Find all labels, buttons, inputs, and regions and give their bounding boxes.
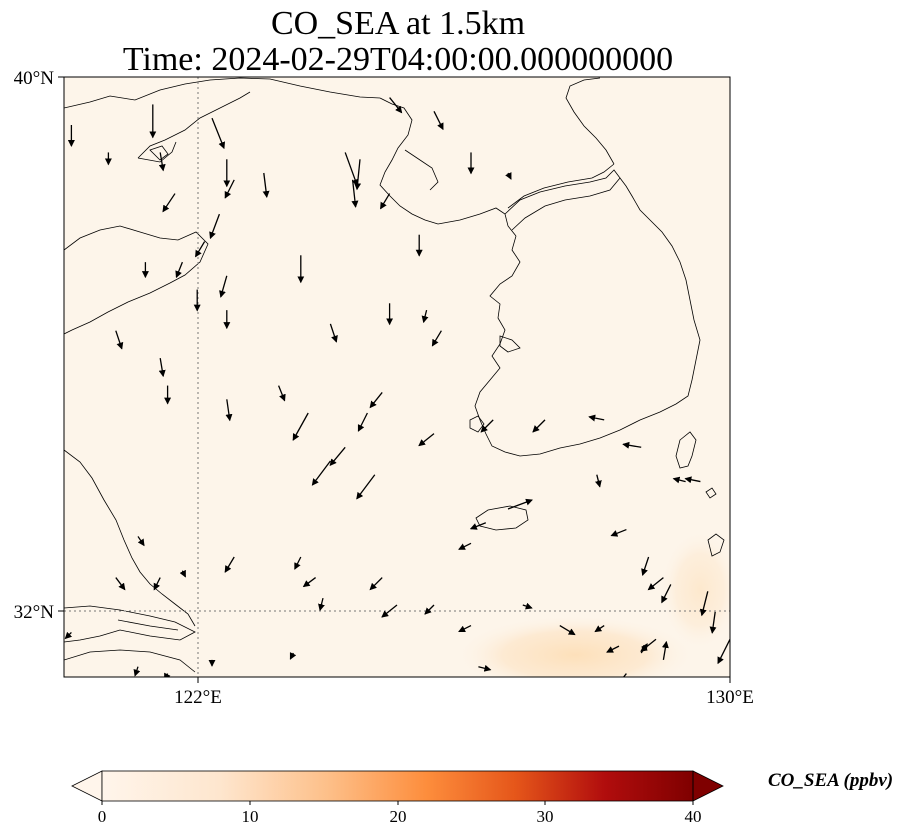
- wind-arrow: [480, 419, 494, 433]
- map-title: CO_SEA at 1.5km: [270, 5, 526, 42]
- wind-arrow: [661, 640, 669, 660]
- wind-arrow: [179, 569, 186, 578]
- wind-arrow: [641, 556, 650, 576]
- wind-arrow: [294, 556, 302, 570]
- wind-arrow: [115, 577, 126, 591]
- wind-arrow: [289, 652, 297, 660]
- lat-label-32: 32°N: [14, 602, 55, 623]
- wind-arrow: [672, 476, 686, 484]
- co-high-region-edge: [660, 530, 730, 650]
- colorbar-label-20: 20: [390, 807, 407, 826]
- colorbar: 0 10 20 30 40: [71, 770, 724, 826]
- wind-arrow: [262, 172, 270, 198]
- wind-arrow: [418, 433, 435, 447]
- map-background: [64, 77, 730, 677]
- colorbar-extend-max: [692, 770, 724, 802]
- coastlines: [64, 77, 725, 673]
- wind-arrow: [357, 412, 368, 432]
- wind-arrow: [421, 309, 429, 324]
- wind-arrow: [318, 597, 325, 612]
- wind-arrow: [478, 664, 492, 672]
- wind-arrow: [594, 625, 605, 633]
- wind-arrow: [424, 604, 435, 615]
- wind-arrow: [153, 577, 161, 591]
- wind-arrow: [224, 556, 235, 573]
- wind-arrow: [64, 631, 73, 640]
- wind-arrow: [559, 625, 576, 636]
- wind-arrow: [209, 213, 221, 240]
- wind-arrow: [162, 193, 176, 213]
- wind-arrow: [389, 97, 403, 114]
- colorbar-gradient: [102, 771, 693, 801]
- wind-arrow: [661, 584, 672, 604]
- map-frame: [63, 76, 731, 678]
- wind-arrow: [433, 110, 444, 131]
- wind-arrow: [175, 261, 184, 279]
- wind-vectors: [64, 97, 730, 677]
- wind-arrow: [699, 591, 709, 617]
- wind-arrow: [225, 399, 233, 422]
- wind-arrow: [195, 241, 206, 258]
- wind-arrow: [158, 152, 166, 172]
- wind-arrow: [622, 441, 642, 449]
- wind-arrow: [224, 179, 235, 199]
- wind-arrow: [137, 536, 145, 547]
- colorbar-title: CO_SEA (ppbv): [768, 770, 894, 791]
- wind-arrow: [610, 528, 627, 537]
- colorbar-label-30: 30: [537, 807, 554, 826]
- lon-label-130: 130°E: [706, 687, 754, 708]
- wind-arrow: [344, 152, 359, 187]
- wind-arrow: [351, 179, 359, 208]
- colorbar-label-0: 0: [98, 807, 107, 826]
- wind-arrow: [219, 275, 228, 298]
- wind-arrow: [311, 460, 331, 486]
- wind-arrow: [133, 666, 141, 677]
- wind-arrow: [709, 611, 717, 634]
- wind-arrow: [329, 323, 338, 343]
- wind-arrow: [115, 330, 124, 350]
- wind-arrow: [594, 474, 602, 488]
- wind-arrow: [292, 412, 309, 441]
- wind-arrow: [211, 117, 226, 150]
- gridlines: [64, 77, 730, 677]
- wind-arrow: [532, 419, 546, 433]
- map-time-subtitle: Time: 2024-02-29T04:00:00.000000000: [122, 41, 674, 78]
- colorbar-label-10: 10: [242, 807, 259, 826]
- wind-arrow: [458, 542, 472, 550]
- wind-arrow: [302, 577, 316, 588]
- wind-arrow: [606, 645, 620, 653]
- wind-arrow: [622, 673, 627, 677]
- wind-arrow: [381, 604, 398, 618]
- wind-arrow: [507, 498, 533, 510]
- lon-label-122: 122°E: [174, 687, 222, 708]
- wind-arrow: [369, 392, 383, 409]
- wind-arrow: [431, 330, 442, 347]
- wind-arrow: [717, 638, 730, 665]
- wind-arrow: [380, 193, 391, 210]
- colorbar-extend-min: [71, 770, 103, 802]
- wind-arrow: [329, 446, 346, 467]
- wind-arrow: [356, 474, 376, 500]
- wind-arrow: [354, 159, 362, 191]
- wind-arrow: [158, 358, 166, 378]
- wind-arrow: [505, 172, 512, 180]
- wind-arrow: [684, 476, 701, 484]
- colorbar-label-40: 40: [685, 807, 702, 826]
- wind-arrow: [588, 414, 605, 422]
- co-high-region: [455, 615, 695, 677]
- wind-arrow: [469, 522, 487, 530]
- wind-arrow: [647, 577, 664, 591]
- lat-label-40: 40°N: [14, 68, 55, 89]
- wind-arrow: [277, 385, 286, 402]
- wind-arrow: [522, 602, 533, 610]
- wind-arrow: [369, 577, 383, 591]
- wind-arrow: [640, 643, 648, 654]
- wind-arrow: [458, 624, 472, 633]
